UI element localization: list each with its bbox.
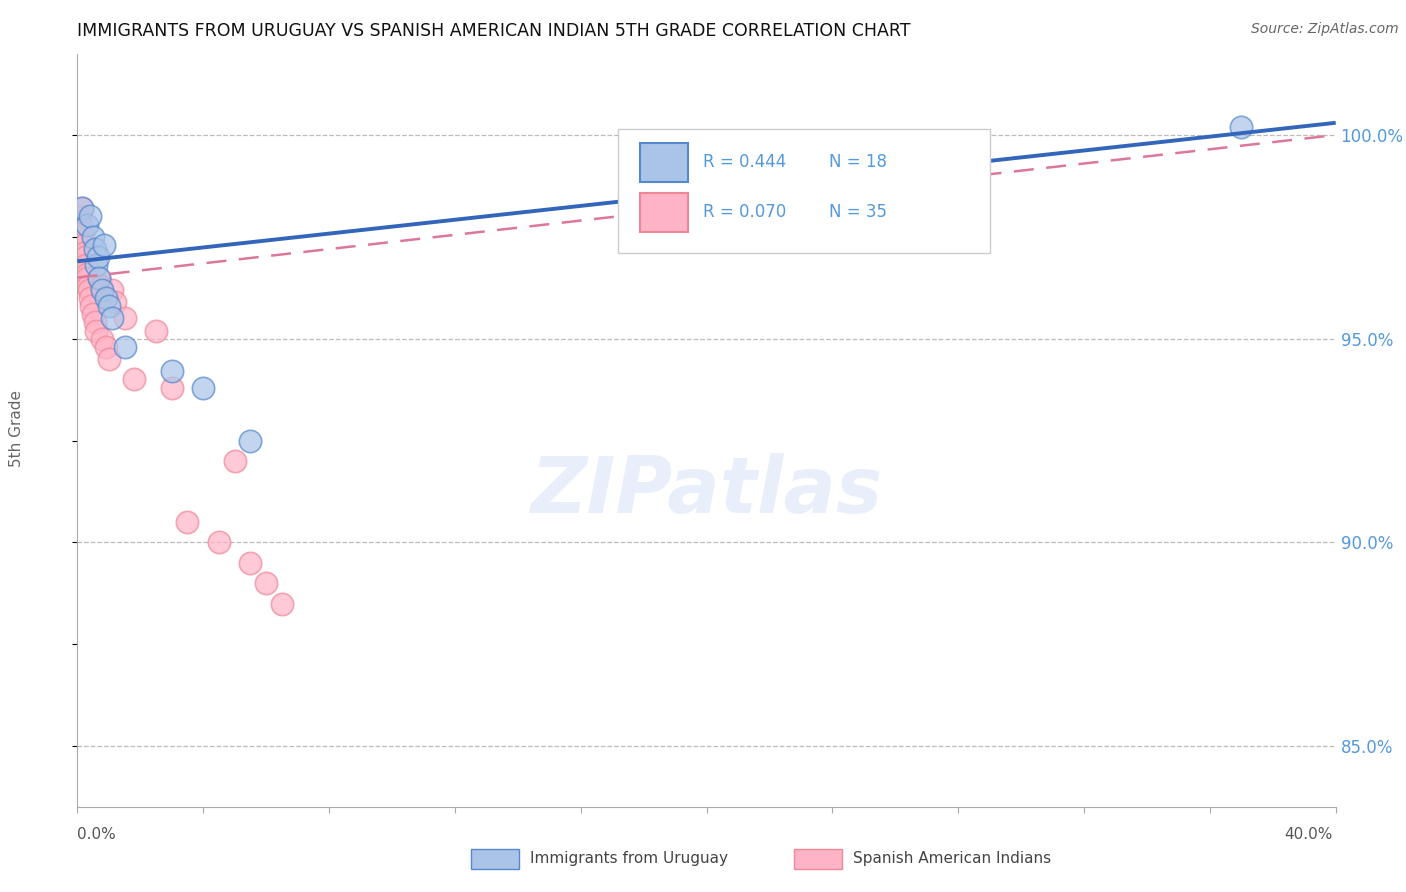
Text: Immigrants from Uruguay: Immigrants from Uruguay — [530, 852, 728, 866]
Point — [101, 283, 124, 297]
Point — [80, 299, 103, 313]
Point — [76, 267, 98, 281]
Point — [1230, 120, 1253, 134]
Point — [114, 340, 136, 354]
Point — [76, 218, 98, 232]
Point — [83, 315, 105, 329]
Point — [254, 576, 277, 591]
Point — [160, 364, 183, 378]
Point — [70, 218, 93, 232]
Point — [84, 259, 107, 273]
FancyBboxPatch shape — [619, 129, 990, 253]
Point — [72, 238, 94, 252]
Point — [91, 332, 114, 346]
Point — [145, 324, 167, 338]
Point — [76, 270, 98, 285]
Text: N = 18: N = 18 — [828, 153, 887, 171]
Point — [101, 311, 124, 326]
Point — [75, 259, 97, 273]
Bar — [640, 143, 688, 182]
Point — [97, 352, 120, 367]
Text: Source: ZipAtlas.com: Source: ZipAtlas.com — [1251, 22, 1399, 37]
Bar — [640, 193, 688, 232]
Point — [79, 291, 101, 305]
Point — [114, 311, 136, 326]
Bar — [471, 849, 519, 869]
Text: Spanish American Indians: Spanish American Indians — [853, 852, 1052, 866]
Point — [79, 283, 101, 297]
Text: IMMIGRANTS FROM URUGUAY VS SPANISH AMERICAN INDIAN 5TH GRADE CORRELATION CHART: IMMIGRANTS FROM URUGUAY VS SPANISH AMERI… — [77, 22, 911, 40]
Point — [79, 210, 101, 224]
Point — [69, 210, 91, 224]
Point — [90, 278, 112, 293]
Point — [91, 283, 114, 297]
Text: R = 0.444: R = 0.444 — [703, 153, 786, 171]
Text: 40.0%: 40.0% — [1285, 827, 1333, 841]
Point — [104, 295, 127, 310]
Point — [77, 278, 100, 293]
Point — [224, 454, 246, 468]
Point — [94, 340, 117, 354]
Point — [67, 230, 90, 244]
Text: ZIPatlas: ZIPatlas — [530, 452, 883, 529]
Point — [270, 597, 292, 611]
Point — [239, 556, 262, 570]
Point — [87, 250, 110, 264]
Point — [89, 270, 111, 285]
Point — [191, 381, 215, 395]
Point — [160, 381, 183, 395]
Point — [94, 291, 117, 305]
Point — [70, 202, 93, 216]
Point — [122, 372, 145, 386]
Point — [82, 230, 104, 244]
Text: N = 35: N = 35 — [828, 203, 887, 221]
Point — [83, 242, 105, 256]
Point — [84, 324, 107, 338]
Text: 0.0%: 0.0% — [77, 827, 117, 841]
Text: R = 0.070: R = 0.070 — [703, 203, 786, 221]
Point — [176, 515, 198, 529]
Bar — [794, 849, 842, 869]
Point — [72, 226, 94, 240]
Point — [82, 307, 104, 321]
Text: 5th Grade: 5th Grade — [10, 390, 24, 467]
Point — [208, 535, 231, 549]
Point — [75, 250, 97, 264]
Point — [70, 202, 93, 216]
Point — [97, 299, 120, 313]
Point — [93, 238, 115, 252]
Point — [239, 434, 262, 448]
Point — [89, 270, 111, 285]
Point — [73, 246, 96, 260]
